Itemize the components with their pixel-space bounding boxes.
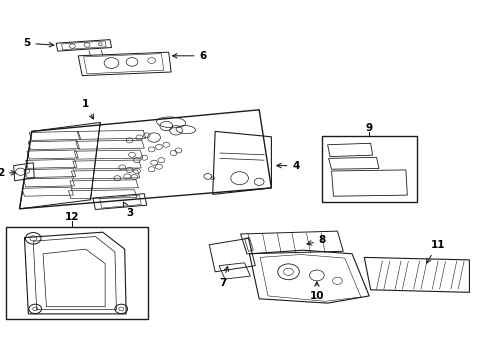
- Text: 12: 12: [65, 212, 80, 222]
- Text: 1: 1: [82, 99, 93, 119]
- Text: 10: 10: [309, 282, 324, 301]
- Text: 4: 4: [276, 161, 299, 171]
- Text: 11: 11: [426, 240, 444, 263]
- Bar: [6, 227, 147, 319]
- Text: 8: 8: [306, 235, 325, 246]
- Bar: [321, 136, 416, 202]
- Text: 6: 6: [172, 51, 206, 61]
- Text: 5: 5: [23, 38, 54, 48]
- Text: 3: 3: [123, 202, 133, 218]
- Text: 9: 9: [365, 123, 372, 133]
- Text: 7: 7: [218, 266, 228, 288]
- Text: 2: 2: [0, 168, 16, 178]
